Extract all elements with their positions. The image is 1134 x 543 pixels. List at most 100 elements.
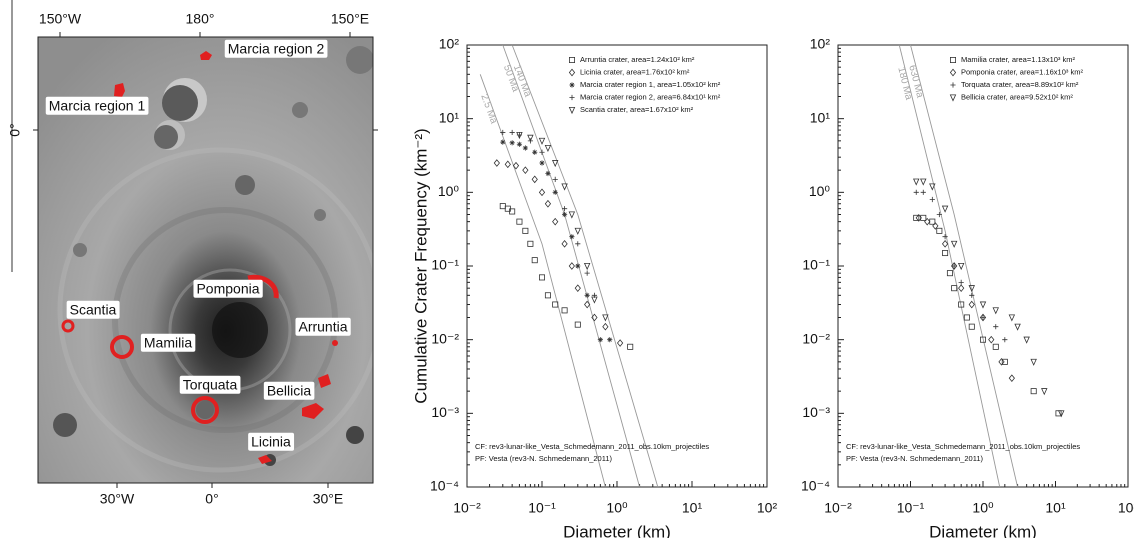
region-label: Marcia region 1 xyxy=(49,98,146,114)
marker xyxy=(946,270,953,277)
marker xyxy=(532,149,538,155)
marker xyxy=(968,300,975,309)
region-label: Pomponia xyxy=(196,281,259,297)
plot-frame xyxy=(837,44,1129,488)
legend-marker xyxy=(950,82,956,88)
legend-marker xyxy=(568,68,576,77)
region-label-box xyxy=(66,300,120,319)
marker xyxy=(512,161,520,170)
marker xyxy=(574,284,581,293)
marker xyxy=(583,263,591,271)
marker xyxy=(936,227,943,234)
marker xyxy=(504,160,511,169)
chart: 10⁻² 10⁻¹ 10⁰ 10¹ 10² 10⁻⁴ 10⁻³ 10⁻² 10⁻¹ 10⁰ 10¹ 1… xyxy=(411,36,778,542)
y-tick-label: 10⁻² xyxy=(431,330,459,346)
x-tick-label: 10² xyxy=(757,500,778,516)
y-tick-label: 10⁻³ xyxy=(431,404,459,420)
region-label-box xyxy=(179,375,241,394)
marker xyxy=(574,321,581,328)
y-tick-label: 10² xyxy=(439,36,460,52)
marker xyxy=(527,240,534,247)
marker xyxy=(584,270,590,276)
marker xyxy=(969,292,975,298)
marker xyxy=(929,218,936,225)
marker xyxy=(1058,410,1065,418)
marker xyxy=(561,206,568,212)
legend-label: Marcia crater region 2, area=6.84x10¹ km… xyxy=(580,92,721,101)
region-label: Torquata xyxy=(183,377,238,393)
y-tick-label: 10¹ xyxy=(439,109,460,125)
x-tick-label: 10⁻² xyxy=(824,500,852,516)
marker xyxy=(993,324,999,330)
marker xyxy=(936,211,942,218)
isochron-label: 2.5 Ma xyxy=(478,93,499,126)
marker xyxy=(992,343,999,350)
marker xyxy=(539,274,546,281)
x-tick-label: 10¹ xyxy=(682,500,703,516)
region-label-box xyxy=(140,333,196,352)
marker xyxy=(538,188,546,197)
marker xyxy=(544,199,552,208)
legend-marker xyxy=(949,68,957,77)
marker xyxy=(545,170,551,177)
isochron xyxy=(910,44,1019,488)
map-lon-label: 180° xyxy=(186,11,215,27)
marker xyxy=(499,203,506,210)
footnote: CF: rev3-lunar-like_Vesta_Schmedemann_20… xyxy=(475,442,709,451)
y-tick-label: 10⁻² xyxy=(802,330,830,346)
marker xyxy=(568,262,575,270)
x-tick-label: 10⁰ xyxy=(606,500,628,516)
marker xyxy=(913,178,920,186)
region-label-box xyxy=(193,279,263,298)
marker xyxy=(552,217,559,226)
marker xyxy=(998,358,1005,366)
legend-marker xyxy=(568,107,576,115)
region-label-box xyxy=(45,96,149,115)
y-tick-label: 10¹ xyxy=(810,109,831,125)
marker xyxy=(552,176,558,182)
marker xyxy=(607,337,613,343)
y-tick-label: 10⁻³ xyxy=(802,404,830,420)
region-label: Bellicia xyxy=(267,383,312,399)
legend-label: Marcia crater region 1, area=1.05x10² km… xyxy=(580,80,721,89)
marker xyxy=(968,285,975,293)
marker xyxy=(509,129,515,136)
region-label-box xyxy=(248,432,295,451)
marker xyxy=(958,301,965,308)
marker xyxy=(958,279,964,285)
marker xyxy=(627,343,634,350)
footnote: PF: Vesta (rev3-N. Schmedemann_2011) xyxy=(846,454,984,463)
marker xyxy=(509,140,515,146)
marker xyxy=(531,175,538,184)
marker xyxy=(544,292,551,299)
legend-label: Arruntia crater, area=1.24x10² km² xyxy=(580,55,695,64)
marker xyxy=(1030,388,1037,395)
marker xyxy=(1002,337,1008,343)
marker xyxy=(522,227,529,234)
legend-label: Torquata crater, area=8.89x10² km² xyxy=(961,80,1079,89)
marker xyxy=(920,214,927,221)
marker xyxy=(941,205,949,213)
marker xyxy=(568,211,576,219)
legend-marker xyxy=(949,94,957,102)
marker xyxy=(602,314,609,322)
y-tick-label: 10⁻⁴ xyxy=(801,478,830,494)
y-tick-label: 10² xyxy=(810,36,831,52)
marker xyxy=(913,214,920,221)
y-tick-label: 10⁰ xyxy=(438,183,460,199)
marker xyxy=(591,313,598,322)
x-tick-label: 10⁻¹ xyxy=(897,500,925,516)
marker xyxy=(988,335,995,344)
marker xyxy=(516,141,523,147)
marker xyxy=(561,239,568,248)
marker xyxy=(584,300,591,309)
marker xyxy=(575,241,581,247)
y-tick-label: 10⁰ xyxy=(809,183,831,199)
marker xyxy=(569,234,575,240)
marker xyxy=(1041,388,1048,396)
legend-marker xyxy=(569,82,575,88)
marker xyxy=(920,178,927,186)
marker xyxy=(942,250,949,257)
marker xyxy=(1023,336,1030,344)
